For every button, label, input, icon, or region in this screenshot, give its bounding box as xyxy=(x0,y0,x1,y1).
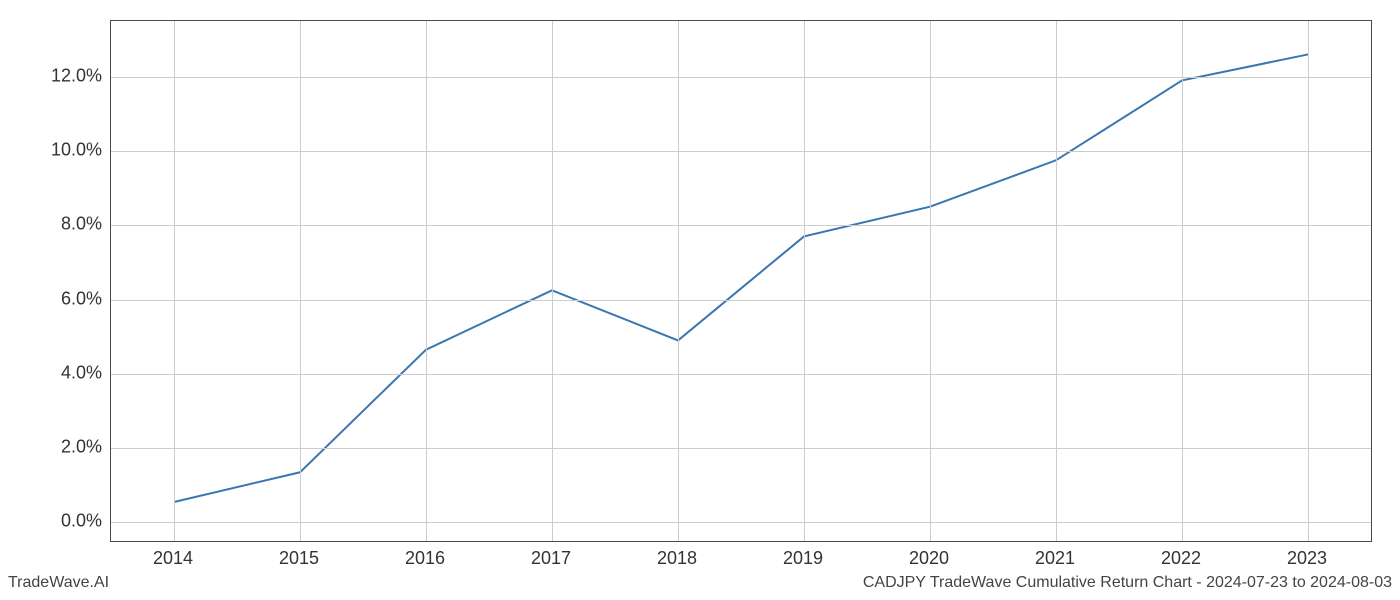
grid-line-horizontal xyxy=(111,448,1371,449)
grid-line-vertical xyxy=(804,21,805,541)
grid-line-vertical xyxy=(174,21,175,541)
x-tick-label: 2017 xyxy=(531,548,571,569)
x-tick-label: 2021 xyxy=(1035,548,1075,569)
x-tick-label: 2014 xyxy=(153,548,193,569)
grid-line-horizontal xyxy=(111,225,1371,226)
grid-line-horizontal xyxy=(111,522,1371,523)
grid-line-vertical xyxy=(1308,21,1309,541)
y-tick-label: 0.0% xyxy=(61,511,102,532)
grid-line-vertical xyxy=(300,21,301,541)
footer-right-label: CADJPY TradeWave Cumulative Return Chart… xyxy=(863,574,1392,592)
y-tick-label: 2.0% xyxy=(61,437,102,458)
grid-line-vertical xyxy=(1182,21,1183,541)
y-tick-label: 6.0% xyxy=(61,288,102,309)
grid-line-horizontal xyxy=(111,374,1371,375)
chart-container xyxy=(110,20,1370,540)
grid-line-horizontal xyxy=(111,300,1371,301)
x-tick-label: 2023 xyxy=(1287,548,1327,569)
x-tick-label: 2015 xyxy=(279,548,319,569)
grid-line-horizontal xyxy=(111,77,1371,78)
y-tick-label: 12.0% xyxy=(51,65,102,86)
x-tick-label: 2022 xyxy=(1161,548,1201,569)
y-tick-label: 4.0% xyxy=(61,362,102,383)
y-tick-label: 8.0% xyxy=(61,214,102,235)
grid-line-vertical xyxy=(678,21,679,541)
grid-line-vertical xyxy=(930,21,931,541)
grid-line-vertical xyxy=(1056,21,1057,541)
grid-line-vertical xyxy=(426,21,427,541)
x-tick-label: 2020 xyxy=(909,548,949,569)
grid-line-horizontal xyxy=(111,151,1371,152)
x-tick-label: 2018 xyxy=(657,548,697,569)
plot-area xyxy=(110,20,1372,542)
x-tick-label: 2019 xyxy=(783,548,823,569)
data-line xyxy=(174,54,1308,502)
x-tick-label: 2016 xyxy=(405,548,445,569)
grid-line-vertical xyxy=(552,21,553,541)
y-tick-label: 10.0% xyxy=(51,140,102,161)
footer-left-label: TradeWave.AI xyxy=(8,574,109,592)
